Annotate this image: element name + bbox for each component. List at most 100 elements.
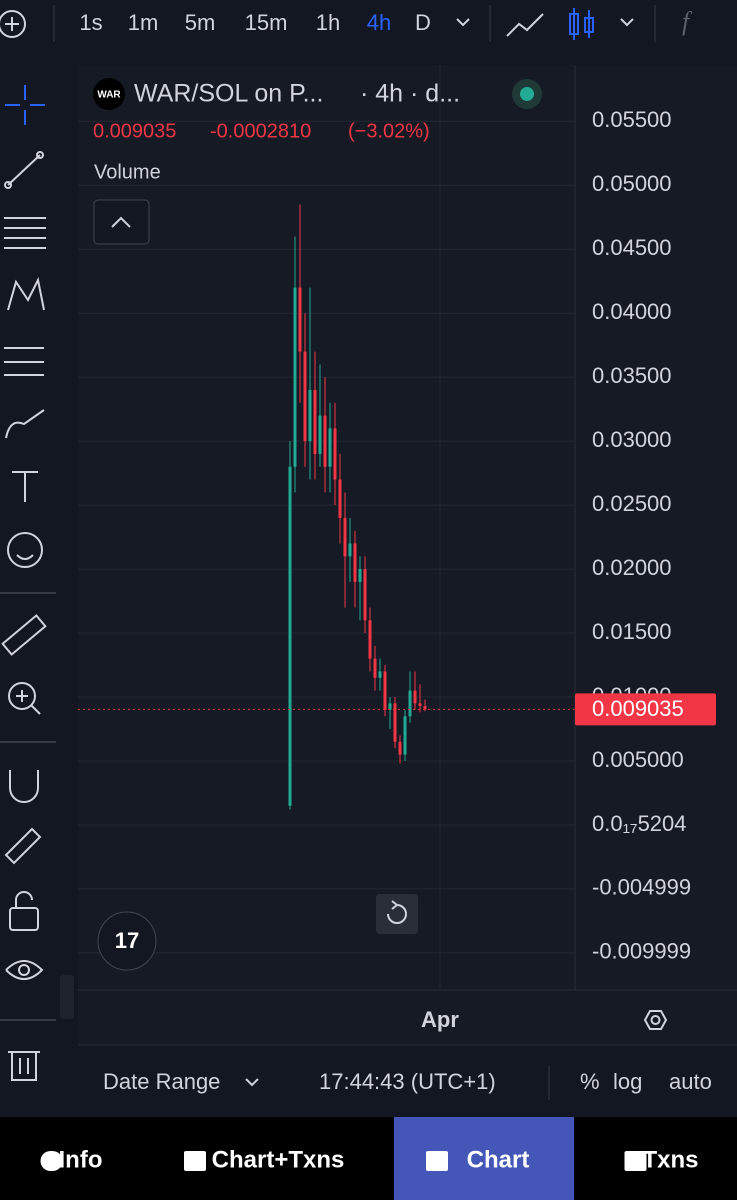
candle-body	[338, 479, 342, 518]
tab[interactable]	[0, 1117, 133, 1200]
chart-panel	[78, 65, 737, 1045]
candle-body	[333, 428, 337, 480]
scale-option[interactable]: auto	[669, 1069, 712, 1094]
candle-body	[353, 543, 357, 582]
chevron	[111, 216, 131, 228]
interval-button[interactable]: 5m	[185, 10, 216, 35]
candle-body	[358, 569, 362, 582]
y-tick-label: 0.03500	[592, 363, 672, 388]
indicators-button[interactable]: f	[682, 7, 693, 36]
axis-settings[interactable]	[643, 1010, 668, 1030]
candle-body	[408, 690, 412, 717]
y-tick-label: 0.05500	[592, 107, 672, 132]
chart-type-menu[interactable]	[620, 18, 634, 27]
interval-button[interactable]: 1m	[128, 10, 159, 35]
y-tick-label: 0.04500	[592, 235, 672, 260]
candle-body	[288, 466, 292, 806]
symbol: WAR/SOL on P...	[134, 80, 323, 108]
date-range-chevron	[245, 1078, 259, 1087]
collapse-legend[interactable]	[93, 199, 150, 245]
scale-options: % log auto	[580, 1069, 712, 1094]
hide-tool[interactable]	[5, 960, 44, 980]
candle-body	[403, 716, 407, 755]
tab[interactable]	[394, 1117, 574, 1200]
tv-logo-mark: 17	[115, 928, 139, 953]
magnet-tool[interactable]	[9, 770, 39, 803]
fib-tool[interactable]	[4, 217, 46, 249]
candle-body	[398, 741, 402, 755]
candle-body	[388, 703, 392, 710]
tab-label: Chart+Txns	[212, 1146, 345, 1173]
line-chart-button[interactable]	[506, 13, 544, 37]
y-tick-label: 0.04000	[592, 299, 672, 324]
candle-body	[418, 703, 422, 706]
candle-body	[423, 705, 427, 710]
forecast-tool[interactable]	[4, 347, 44, 376]
add-button[interactable]	[0, 10, 26, 38]
date-range[interactable]: Date Range	[103, 1069, 220, 1094]
tab-icon	[40, 1151, 63, 1171]
zoom-tool[interactable]	[8, 682, 41, 715]
logo-text: WAR	[97, 90, 121, 101]
lock-draw-tool[interactable]	[4, 827, 42, 865]
lock-tool[interactable]	[9, 891, 39, 931]
left-toolbar	[0, 85, 56, 1081]
y-tick-label: -0.009999	[592, 939, 691, 964]
last-price: 0.009035	[93, 120, 176, 142]
trend-line-tool[interactable]	[4, 151, 44, 189]
x-tick-label: Apr	[421, 1007, 459, 1032]
candle-body	[328, 428, 332, 467]
price-change: -0.0002810	[210, 120, 311, 142]
tab[interactable]	[576, 1117, 737, 1200]
more-intervals[interactable]	[456, 18, 470, 27]
candle-body	[368, 620, 372, 659]
candle-body	[323, 415, 327, 467]
interval-button[interactable]: 1s	[79, 10, 102, 35]
crosshair-tool[interactable]	[5, 85, 45, 125]
tabs: Info Chart+Txns Chart Txns	[0, 1117, 737, 1200]
tab-label: Chart	[467, 1146, 530, 1173]
tab-label: Txns	[642, 1146, 698, 1173]
y-tick-label: -0.004999	[592, 875, 691, 900]
candle-chart-button[interactable]	[569, 8, 594, 40]
candle-body	[303, 351, 307, 442]
delete-tool[interactable]	[8, 1051, 40, 1081]
candle-body	[348, 543, 352, 557]
y-tick-label: 0.05000	[592, 171, 672, 196]
details: · 4h · d...	[360, 80, 460, 108]
candle-body	[318, 415, 322, 454]
tab[interactable]	[136, 1117, 392, 1200]
pattern-tool[interactable]	[7, 276, 45, 311]
collapse-toolbar[interactable]	[60, 975, 74, 1019]
interval-button[interactable]: 15m	[245, 10, 288, 35]
tab-label: Info	[59, 1146, 103, 1173]
candle-body	[383, 671, 387, 710]
scale-option[interactable]: %	[580, 1069, 600, 1094]
text-tool[interactable]	[12, 471, 38, 502]
brush-tool[interactable]	[5, 409, 45, 439]
last-price-label: 0.009035	[592, 696, 684, 721]
y-tick-label: 0.03000	[592, 427, 672, 452]
candle-body	[293, 287, 297, 467]
y-tick-label: 0.0₁₇5204	[592, 811, 687, 836]
candle-body	[363, 569, 367, 621]
y-tick-label: 0.005000	[592, 747, 684, 772]
interval-button[interactable]: 1h	[316, 10, 340, 35]
reset-icon	[387, 900, 407, 924]
scale-option[interactable]: log	[613, 1069, 642, 1094]
tv-logo[interactable]	[97, 911, 157, 971]
y-tick-label: 0.01500	[592, 619, 672, 644]
y-tick-label: 0.02500	[592, 491, 672, 516]
reset-button[interactable]	[376, 894, 418, 934]
candle-body	[308, 389, 312, 442]
emoji-tool[interactable]	[7, 532, 43, 568]
interval-button[interactable]: 4h	[367, 10, 391, 35]
ruler-tool[interactable]	[1, 614, 47, 656]
interval-button[interactable]: D	[415, 10, 431, 35]
candle-body	[313, 389, 317, 454]
logo	[93, 78, 125, 110]
top-bar	[0, 0, 737, 55]
candle-body	[393, 703, 397, 742]
price-change-pct: (−3.02%)	[348, 120, 430, 142]
